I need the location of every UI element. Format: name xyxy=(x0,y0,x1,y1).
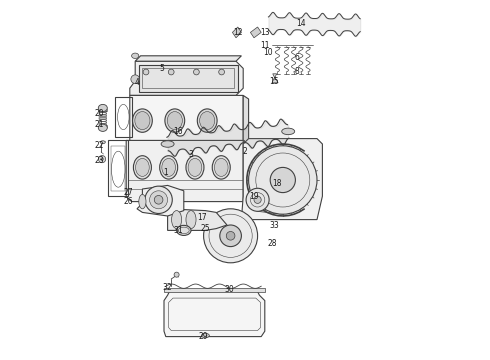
Text: 26: 26 xyxy=(123,197,133,206)
Ellipse shape xyxy=(136,158,149,176)
Text: 10: 10 xyxy=(264,48,273,57)
Ellipse shape xyxy=(186,156,204,179)
Ellipse shape xyxy=(135,112,150,130)
Text: 17: 17 xyxy=(197,213,207,222)
Circle shape xyxy=(254,196,261,203)
Text: 18: 18 xyxy=(272,179,282,188)
Ellipse shape xyxy=(201,333,209,338)
Ellipse shape xyxy=(132,109,152,132)
Polygon shape xyxy=(130,61,243,95)
Text: 15: 15 xyxy=(269,77,279,85)
Polygon shape xyxy=(126,140,248,202)
Ellipse shape xyxy=(100,141,105,144)
Text: 27: 27 xyxy=(123,188,133,197)
Ellipse shape xyxy=(167,112,182,130)
Text: 6: 6 xyxy=(295,53,300,62)
Text: 25: 25 xyxy=(200,224,210,233)
Ellipse shape xyxy=(133,156,151,179)
Text: 19: 19 xyxy=(249,192,259,201)
Polygon shape xyxy=(164,292,265,337)
Polygon shape xyxy=(135,56,242,61)
Ellipse shape xyxy=(162,158,175,176)
Circle shape xyxy=(248,146,317,214)
Text: 33: 33 xyxy=(269,220,279,230)
Ellipse shape xyxy=(176,225,191,235)
Ellipse shape xyxy=(165,109,185,132)
Text: 21: 21 xyxy=(95,120,104,129)
Text: 29: 29 xyxy=(199,332,208,341)
Bar xyxy=(99,109,107,111)
Text: 1: 1 xyxy=(164,168,168,177)
Ellipse shape xyxy=(186,211,196,229)
Ellipse shape xyxy=(132,53,139,58)
Circle shape xyxy=(220,225,242,247)
Circle shape xyxy=(174,272,179,277)
Text: 14: 14 xyxy=(296,19,306,28)
Text: 3: 3 xyxy=(189,150,194,159)
Polygon shape xyxy=(242,139,322,220)
Polygon shape xyxy=(232,27,242,38)
Text: 31: 31 xyxy=(173,226,183,235)
Text: 5: 5 xyxy=(160,64,165,73)
Bar xyxy=(139,65,238,92)
Text: 13: 13 xyxy=(260,28,270,37)
Text: 20: 20 xyxy=(95,109,104,118)
Circle shape xyxy=(246,188,269,211)
Circle shape xyxy=(143,69,149,75)
Circle shape xyxy=(270,167,295,193)
Text: 12: 12 xyxy=(233,28,243,37)
Ellipse shape xyxy=(188,158,202,176)
Circle shape xyxy=(131,75,140,84)
Text: 32: 32 xyxy=(163,284,172,292)
Text: 16: 16 xyxy=(173,127,183,136)
Polygon shape xyxy=(272,74,278,83)
Text: 22: 22 xyxy=(95,141,104,150)
Circle shape xyxy=(154,195,163,204)
Ellipse shape xyxy=(282,128,294,135)
Polygon shape xyxy=(137,185,184,216)
Bar xyxy=(164,288,265,292)
Ellipse shape xyxy=(212,156,230,179)
Bar xyxy=(143,68,234,88)
Circle shape xyxy=(98,156,106,163)
Circle shape xyxy=(219,69,224,75)
Ellipse shape xyxy=(199,112,215,130)
Ellipse shape xyxy=(160,156,178,179)
Ellipse shape xyxy=(197,109,217,132)
Text: 11: 11 xyxy=(260,40,270,49)
Ellipse shape xyxy=(139,194,146,209)
Ellipse shape xyxy=(101,158,103,160)
Circle shape xyxy=(226,231,235,240)
Text: 30: 30 xyxy=(224,285,234,294)
Circle shape xyxy=(145,186,172,213)
Circle shape xyxy=(149,191,168,209)
Polygon shape xyxy=(168,209,227,230)
Circle shape xyxy=(204,209,258,263)
Text: 8: 8 xyxy=(295,68,299,77)
Text: 4: 4 xyxy=(135,78,140,87)
Polygon shape xyxy=(130,95,243,146)
Polygon shape xyxy=(243,95,248,144)
Ellipse shape xyxy=(161,141,174,147)
Ellipse shape xyxy=(98,104,107,112)
Text: 28: 28 xyxy=(267,238,277,248)
Polygon shape xyxy=(250,27,261,38)
Ellipse shape xyxy=(215,158,228,176)
Text: 23: 23 xyxy=(95,156,104,165)
Ellipse shape xyxy=(98,124,107,131)
Ellipse shape xyxy=(172,211,182,229)
Circle shape xyxy=(194,69,199,75)
Bar xyxy=(99,125,107,127)
Text: 2: 2 xyxy=(243,147,247,156)
Circle shape xyxy=(169,69,174,75)
Polygon shape xyxy=(243,140,248,202)
